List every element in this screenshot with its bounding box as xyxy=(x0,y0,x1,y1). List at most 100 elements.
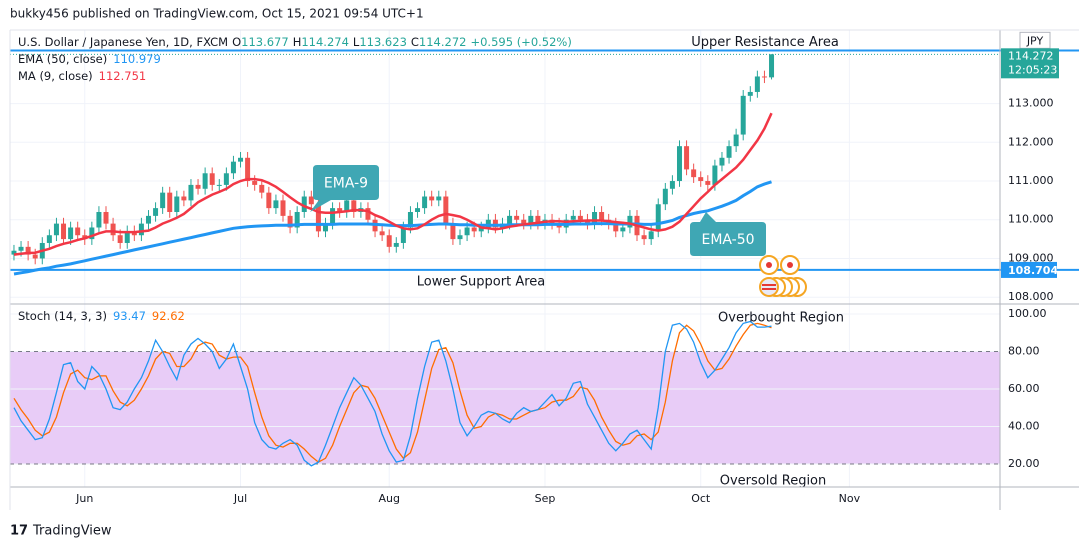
candle-body xyxy=(245,157,251,182)
candle-body xyxy=(705,181,711,185)
candle-body xyxy=(492,219,498,228)
y-tick-label: 113.000 xyxy=(1008,97,1054,110)
legend-ohlc-key: H xyxy=(293,35,302,49)
candle-body xyxy=(655,204,661,232)
stoch-k-line xyxy=(13,320,772,467)
level-price-label: 108.704 xyxy=(1008,264,1058,277)
candle-body xyxy=(691,169,697,178)
x-tick-label: Aug xyxy=(378,492,399,505)
candle-body xyxy=(138,223,144,236)
ma-line xyxy=(13,112,773,256)
candle-body xyxy=(393,242,399,247)
candle-body xyxy=(153,208,159,216)
y-tick-label: 60.00 xyxy=(1008,382,1040,395)
candle-body xyxy=(485,219,491,228)
candle-body xyxy=(216,184,222,186)
candle-body xyxy=(195,184,201,189)
candle-body xyxy=(259,184,265,193)
candle-body xyxy=(627,215,633,228)
y-tick-label: 109.000 xyxy=(1008,251,1054,264)
candle-body xyxy=(761,76,767,78)
candle-body xyxy=(613,223,619,232)
x-tick-label: Jul xyxy=(233,492,247,505)
legend-indicator: MA (9, close) 112.751 xyxy=(18,69,146,83)
candle-body xyxy=(379,231,385,236)
y-tick-label: 110.000 xyxy=(1008,213,1054,226)
legend-indicator-value: 110.979 xyxy=(113,52,161,66)
y-tick-label: 111.000 xyxy=(1008,174,1054,187)
candle-body xyxy=(124,231,130,243)
candle-body xyxy=(641,235,647,240)
candle-body xyxy=(68,227,74,240)
candle-body xyxy=(754,76,760,92)
candle-body xyxy=(117,235,123,243)
candle-body xyxy=(351,200,357,212)
legend-indicator-value: 93.47 xyxy=(113,309,146,323)
candle-body xyxy=(386,235,392,247)
candle-body xyxy=(11,250,17,255)
candle-body xyxy=(315,204,321,232)
candle-body xyxy=(669,181,675,189)
x-tick-label: Sep xyxy=(535,492,556,505)
candle-body xyxy=(422,196,428,209)
candle-body xyxy=(400,227,406,243)
candle-body xyxy=(46,235,52,243)
legend-symbol-name: U.S. Dollar / Japanese Yen, 1D, FXCM xyxy=(18,35,228,49)
candle-body xyxy=(75,227,81,236)
candle-body xyxy=(599,212,605,220)
candle-body xyxy=(478,227,484,232)
candle-body xyxy=(25,246,31,255)
y-tick-label: 20.00 xyxy=(1008,457,1040,470)
y-tick-label: 40.00 xyxy=(1008,419,1040,432)
legend-indicator-name: MA (9, close) xyxy=(18,69,93,83)
last-price-label: 114.272 xyxy=(1008,49,1054,62)
event-icons xyxy=(759,255,807,297)
y-tick-label: 80.00 xyxy=(1008,344,1040,357)
level-label: Upper Resistance Area xyxy=(691,35,839,50)
legend-ohlc-value: 113.677 xyxy=(241,35,289,49)
candle-body xyxy=(726,146,732,158)
legend-change: +0.595 (+0.52%) xyxy=(470,35,571,49)
candle-body xyxy=(96,212,102,228)
panes: 113.000 112.000 111.000 110.000 109.000 108.0… xyxy=(10,30,1079,505)
tradingview-logo: 17 xyxy=(10,524,28,539)
annotation-callout xyxy=(310,165,379,212)
legend-ohlc-key: O xyxy=(232,35,241,49)
candle-body xyxy=(188,184,194,201)
countdown-label: 12:05:23 xyxy=(1008,63,1057,76)
candle-body xyxy=(733,134,739,147)
candle-body xyxy=(747,91,753,96)
x-tick-label: Jun xyxy=(75,492,93,505)
candle-body xyxy=(521,219,527,224)
legend-ohlc-key: L xyxy=(353,35,360,49)
annotation-label: Oversold Region xyxy=(720,474,827,489)
candle-body xyxy=(698,177,704,182)
legend-ohlc-value: 114.274 xyxy=(301,35,349,49)
annotation-label: Overbought Region xyxy=(718,311,844,326)
candle-body xyxy=(592,212,598,224)
candle-body xyxy=(287,215,293,228)
x-tick-label: Nov xyxy=(839,492,861,505)
candle-body xyxy=(322,223,328,232)
candle-body xyxy=(18,246,24,251)
candle-body xyxy=(471,227,477,232)
candle-body xyxy=(535,215,541,224)
last-price-box xyxy=(1001,48,1059,79)
svg-text:17: 17 xyxy=(10,524,28,539)
candle-body xyxy=(252,181,258,185)
publish-header: bukky456 published on TradingView.com, O… xyxy=(10,7,424,21)
legend-symbol: U.S. Dollar / Japanese Yen, 1D, FXCM O113… xyxy=(18,35,572,49)
annotation-label: EMA-9 xyxy=(324,176,368,192)
candle-body xyxy=(528,215,534,224)
stoch-d-line xyxy=(13,322,772,463)
candle-body xyxy=(570,215,576,220)
candle-body xyxy=(145,215,151,224)
candle-body xyxy=(684,146,690,170)
candle-body xyxy=(344,200,350,212)
candle-body xyxy=(662,188,668,205)
candle-body xyxy=(740,95,746,135)
ema-line xyxy=(13,180,772,276)
candle-body xyxy=(301,196,307,212)
candle-body xyxy=(719,157,725,166)
